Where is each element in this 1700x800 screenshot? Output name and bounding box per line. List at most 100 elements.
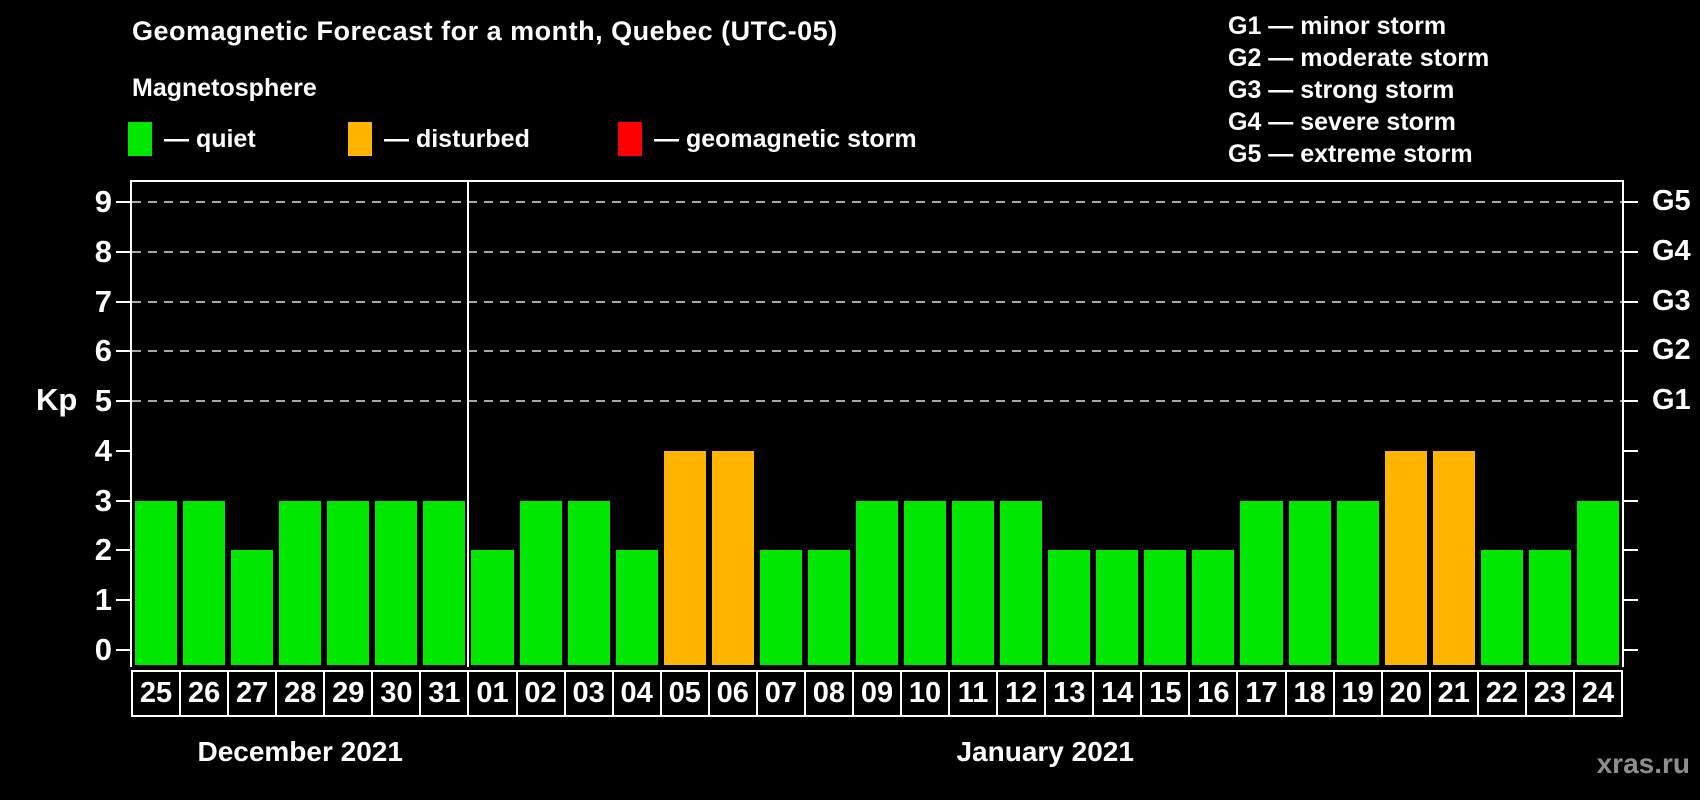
kp-bar-25 <box>135 500 178 665</box>
left-axis-tick <box>116 499 130 502</box>
right-axis-tick <box>1624 499 1638 502</box>
kp-bar-14 <box>1096 550 1139 665</box>
date-cell-25: 25 <box>131 670 182 717</box>
kp-bar-08 <box>807 550 850 665</box>
gridline <box>132 350 1622 353</box>
g-legend-line: G5 — extreme storm <box>1228 140 1473 168</box>
gridline <box>132 200 1622 203</box>
right-axis-tick <box>1624 300 1638 303</box>
date-cell-18: 18 <box>1284 670 1335 717</box>
kp-bar-22 <box>1480 550 1523 665</box>
g-legend-line: G1 — minor storm <box>1228 12 1447 40</box>
left-axis-tick <box>116 649 130 651</box>
left-axis-tick <box>116 400 130 403</box>
y-tick-label: 4 <box>94 432 112 468</box>
date-cell-10: 10 <box>900 670 951 717</box>
kp-bar-16 <box>1192 550 1235 665</box>
kp-bar-18 <box>1288 500 1331 665</box>
legend-item-disturbed: — disturbed <box>348 121 530 157</box>
y-tick-label: 1 <box>94 582 112 618</box>
left-axis-tick <box>116 200 130 203</box>
date-cell-28: 28 <box>275 670 326 717</box>
g-legend-line: G3 — strong storm <box>1228 76 1455 104</box>
kp-bar-01 <box>471 550 514 665</box>
kp-bar-21 <box>1432 450 1475 665</box>
date-cell-09: 09 <box>851 670 903 717</box>
kp-bar-17 <box>1240 500 1283 665</box>
kp-bar-02 <box>519 500 562 665</box>
kp-bar-06 <box>711 450 754 665</box>
kp-bar-07 <box>759 550 802 665</box>
right-axis-tick <box>1624 649 1638 651</box>
date-cell-15: 15 <box>1140 670 1191 717</box>
y-axis-label: Kp <box>36 382 78 417</box>
y-tick-label: 2 <box>94 532 112 568</box>
quiet-color-swatch <box>128 122 152 156</box>
kp-bar-23 <box>1528 550 1571 665</box>
date-cell-08: 08 <box>803 670 854 717</box>
date-cell-29: 29 <box>323 670 374 717</box>
date-cell-02: 02 <box>515 670 566 717</box>
legend-item-storm: — geomagnetic storm <box>618 121 917 157</box>
month-divider <box>467 182 470 667</box>
date-cell-27: 27 <box>227 670 278 717</box>
g-legend-line: G4 — severe storm <box>1228 108 1456 136</box>
date-cell-06: 06 <box>707 670 758 717</box>
y-tick-label: 3 <box>94 482 112 518</box>
date-cell-24: 24 <box>1572 670 1623 717</box>
month-label-january: January 2021 <box>956 736 1134 767</box>
date-cell-05: 05 <box>659 670 710 717</box>
right-axis-tick <box>1624 599 1638 602</box>
left-axis-tick <box>116 549 130 552</box>
date-cell-21: 21 <box>1428 670 1479 717</box>
y-tick-label: 7 <box>94 283 112 319</box>
chart-title: Geomagnetic Forecast for a month, Quebec… <box>132 16 838 46</box>
gridline <box>132 300 1622 303</box>
y-tick-label: 6 <box>94 333 112 369</box>
kp-bar-30 <box>375 500 418 665</box>
right-axis-tick <box>1624 549 1638 552</box>
left-axis-tick <box>116 599 130 602</box>
g-scale-label: G1 <box>1652 384 1691 417</box>
date-cell-14: 14 <box>1092 670 1143 717</box>
date-cell-16: 16 <box>1188 670 1239 717</box>
left-axis-tick <box>116 300 130 303</box>
right-axis-tick <box>1624 200 1638 203</box>
date-cell-12: 12 <box>996 670 1047 717</box>
left-axis-tick <box>116 449 130 452</box>
kp-bar-05 <box>663 450 706 665</box>
date-cell-20: 20 <box>1380 670 1431 717</box>
date-cell-22: 22 <box>1476 670 1527 717</box>
kp-bar-12 <box>1000 500 1043 665</box>
date-cell-23: 23 <box>1524 670 1575 717</box>
magnetosphere-legend-title: Magnetosphere <box>132 74 317 102</box>
legend-label: — quiet <box>164 124 256 153</box>
kp-bar-28 <box>279 500 322 665</box>
watermark: xras.ru <box>1596 748 1690 779</box>
kp-bar-19 <box>1336 500 1379 665</box>
legend-item-quiet: — quiet <box>128 121 256 157</box>
kp-bar-09 <box>855 500 899 665</box>
kp-bar-24 <box>1576 500 1619 665</box>
kp-bar-31 <box>423 500 466 665</box>
g-scale-label: G2 <box>1652 334 1691 367</box>
date-cell-17: 17 <box>1236 670 1287 717</box>
chart-plot <box>116 180 1638 667</box>
kp-bar-20 <box>1384 450 1427 665</box>
date-cell-31: 31 <box>419 670 470 717</box>
kp-bar-13 <box>1048 550 1091 665</box>
kp-bar-26 <box>183 500 226 665</box>
left-axis-tick <box>116 250 130 253</box>
kp-bar-27 <box>231 550 274 665</box>
left-axis-tick <box>116 350 130 353</box>
right-axis-tick <box>1624 449 1638 452</box>
g-scale-label: G5 <box>1652 184 1691 217</box>
kp-bar-29 <box>327 500 370 665</box>
disturbed-color-swatch <box>348 122 372 156</box>
legend-label: — disturbed <box>384 124 530 153</box>
kp-bar-10 <box>904 500 947 665</box>
y-tick-label: 0 <box>94 632 112 667</box>
right-axis-tick <box>1624 350 1638 353</box>
y-tick-label: 8 <box>94 233 112 269</box>
kp-bar-15 <box>1144 550 1187 665</box>
